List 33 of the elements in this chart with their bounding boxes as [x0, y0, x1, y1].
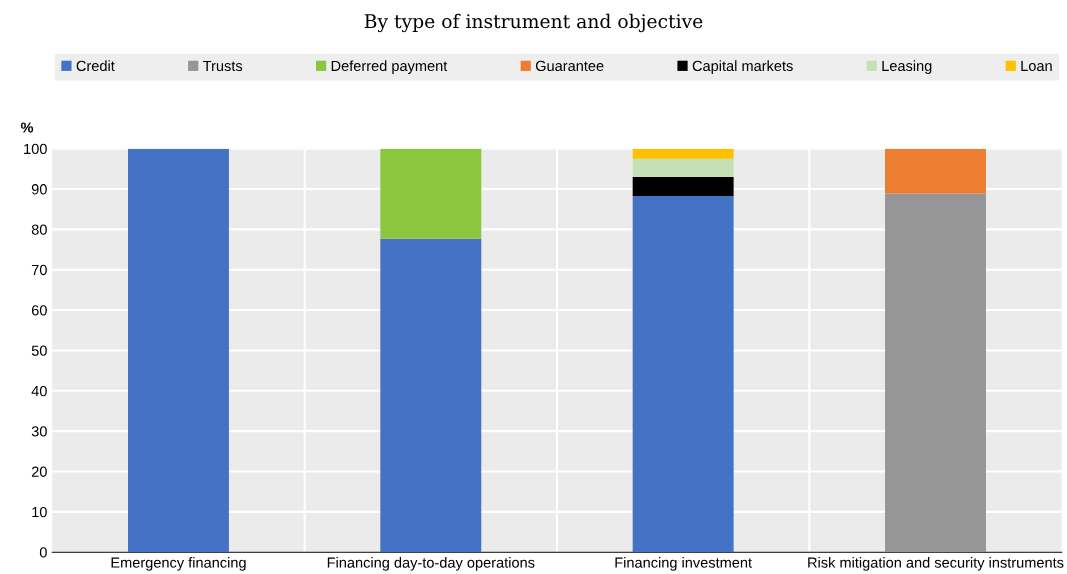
- chart-subtitle: By type of instrument and objective: [364, 13, 703, 33]
- legend-label: Capital markets: [692, 60, 793, 74]
- y-tick-label: 90: [31, 184, 47, 195]
- bar: [885, 148, 986, 194]
- y-tick-label: 30: [31, 426, 47, 437]
- bar: [632, 195, 734, 553]
- y-axis-title: %: [20, 122, 34, 133]
- y-tick-label: 20: [31, 466, 47, 477]
- bar: [632, 158, 734, 177]
- bar: [380, 238, 482, 553]
- y-tick-label: 40: [31, 385, 47, 397]
- legend-label: Trusts: [203, 60, 243, 72]
- legend-label: Guarantee: [535, 60, 604, 72]
- y-tick-label: 80: [31, 224, 47, 235]
- x-tick-label: Emergency financing: [111, 557, 246, 571]
- bar: [632, 176, 734, 196]
- y-tick-label: 70: [31, 264, 47, 276]
- y-tick-label: 100: [24, 143, 47, 155]
- bar: [380, 148, 482, 239]
- bar: [127, 148, 229, 553]
- legend-label: Deferred payment: [331, 60, 448, 74]
- bar: [885, 193, 986, 553]
- legend-label: Leasing: [882, 60, 932, 74]
- x-tick-label: Risk mitigation and security instruments: [808, 557, 1064, 571]
- x-tick-label: Financing day-to-day operations: [327, 557, 535, 571]
- x-tick-label: Financing investment: [615, 557, 752, 571]
- y-tick-label: 10: [32, 506, 47, 518]
- legend-label: Loan: [1021, 60, 1052, 72]
- y-tick-label: 50: [31, 345, 47, 356]
- y-tick-label: 0: [39, 547, 47, 558]
- bar: [632, 148, 734, 159]
- y-tick-label: 60: [31, 305, 47, 316]
- legend-label: Credit: [76, 60, 115, 72]
